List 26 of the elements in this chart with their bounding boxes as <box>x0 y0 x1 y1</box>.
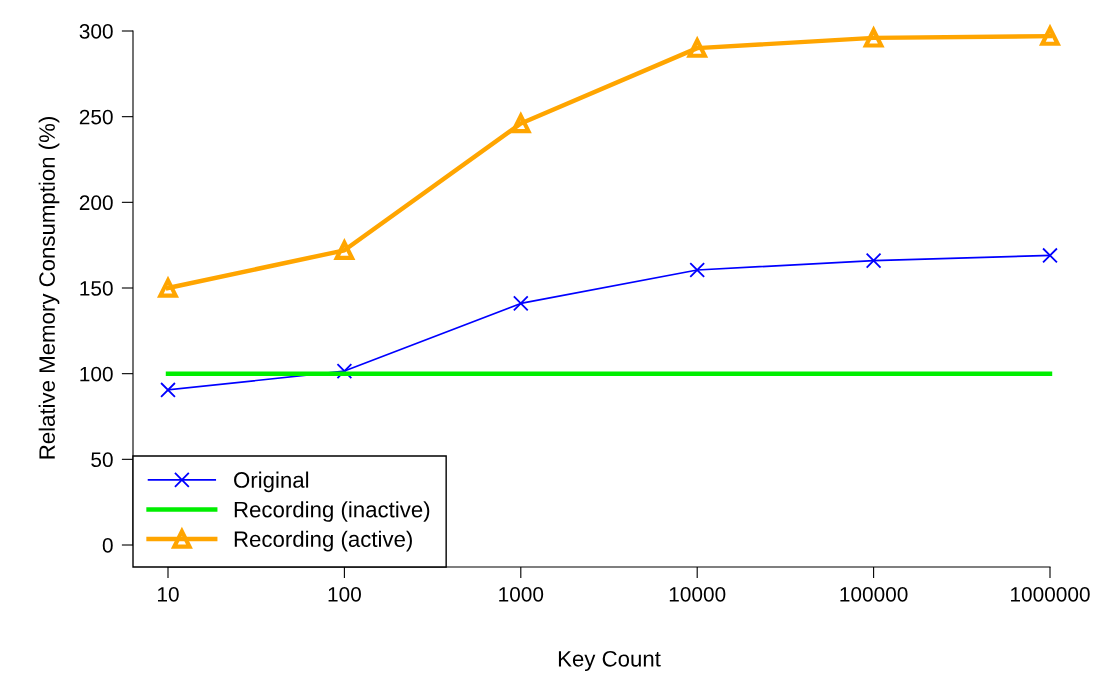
x-tick-label: 10 <box>158 586 179 602</box>
y-tick-label: 250 <box>79 109 113 125</box>
point <box>1042 247 1058 264</box>
x-tick-label: 100 <box>328 586 361 602</box>
y-axis-title: Relative Memory Consumption (%) <box>38 117 60 459</box>
x-tick-label: 1000 <box>499 586 544 602</box>
point <box>689 262 706 278</box>
y-tick-label: 300 <box>79 24 113 39</box>
point <box>333 238 356 261</box>
legend-label: Original <box>234 471 309 493</box>
point <box>510 111 532 134</box>
y-tick-label: 0 <box>102 538 113 553</box>
point <box>336 363 353 379</box>
legend-label: Recording (inactive) <box>234 501 430 522</box>
x-tick-label: 10000 <box>669 586 726 602</box>
x-tick-label: 1000000 <box>1011 586 1090 602</box>
legend-label: Recording (active) <box>234 530 412 552</box>
point <box>160 382 176 398</box>
y-tick-label: 50 <box>91 452 113 468</box>
y-tick-label: 150 <box>80 281 113 296</box>
y-tick-label: 200 <box>79 195 113 211</box>
x-tick-label: 100000 <box>840 586 908 602</box>
point <box>512 295 529 312</box>
point <box>865 252 882 269</box>
x-axis-title: Key Count <box>558 650 661 672</box>
y-tick-label: 100 <box>80 366 113 382</box>
